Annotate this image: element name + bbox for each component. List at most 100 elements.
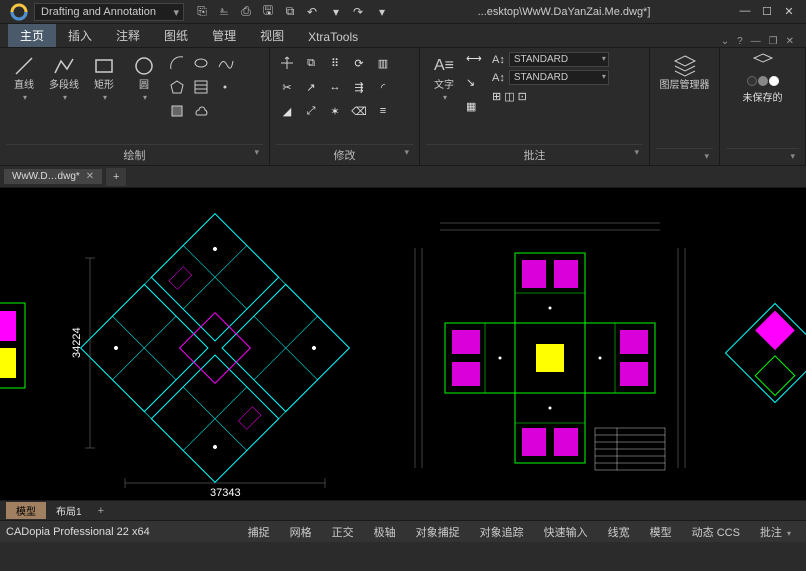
tab-view[interactable]: 视图 — [248, 24, 296, 47]
mirror-button[interactable]: ▥ — [372, 52, 394, 74]
maximize-button[interactable]: ☐ — [760, 5, 774, 18]
tab-manage[interactable]: 管理 — [200, 24, 248, 47]
dimstyle-combo[interactable]: STANDARD — [509, 70, 609, 85]
add-layout-button[interactable]: + — [92, 504, 110, 518]
ribbon-body: 直线 ▾ 多段线 ▾ 矩形 ▾ 圆 ▾ — [0, 48, 806, 166]
qat-redo-icon[interactable]: ↷ — [350, 4, 366, 20]
osnap-toggle[interactable]: 对象捕捉 — [407, 521, 469, 543]
quickinput-toggle[interactable]: 快速输入 — [535, 521, 597, 543]
chevron-down-icon: ▾ — [103, 93, 107, 102]
title-bar: Drafting and Annotation ⎘ ⎁ ⎙ 🖫 ⧉ ↶ ▾ ↷ … — [0, 0, 806, 24]
unsaved-label: 未保存的 — [743, 89, 783, 104]
doc-min-icon[interactable]: — — [751, 36, 761, 47]
revcloud-button[interactable] — [190, 100, 212, 122]
point-button[interactable] — [214, 76, 236, 98]
drawing-canvas[interactable]: 34224 37343 — [0, 188, 806, 500]
rect-button[interactable]: 矩形 ▾ — [86, 52, 122, 104]
document-tab[interactable]: WwW.D…dwg* ✕ — [4, 169, 102, 184]
dim-button[interactable]: ⟷ — [466, 52, 488, 74]
offset-button[interactable]: ⇶ — [348, 76, 370, 98]
trim-button[interactable]: ✂ — [276, 76, 298, 98]
polar-toggle[interactable]: 极轴 — [365, 521, 405, 543]
erase-button[interactable]: ⌫ — [348, 100, 370, 122]
text-button[interactable]: A≡ 文字 ▾ — [426, 52, 462, 104]
panel-overflow-title[interactable] — [726, 148, 799, 165]
add-document-button[interactable]: + — [106, 168, 126, 186]
doc-close-icon[interactable]: ✕ — [786, 36, 794, 47]
region-button[interactable] — [166, 100, 188, 122]
tab-home[interactable]: 主页 — [8, 24, 56, 47]
annoscale-toggle[interactable]: 批注 ▾ — [751, 521, 800, 543]
panel-modify-title[interactable]: 修改 — [276, 144, 413, 165]
qat-undo-icon[interactable]: ↶ — [304, 4, 320, 20]
qat-undo-dropdown-icon[interactable]: ▾ — [328, 4, 344, 20]
qat-saveall-icon[interactable]: 🖫 — [260, 4, 276, 20]
spline-button[interactable] — [214, 52, 236, 74]
move-button[interactable] — [276, 52, 298, 74]
minimize-button[interactable]: — — [738, 5, 752, 18]
snap-toggle[interactable]: 捕捉 — [239, 521, 279, 543]
ann2-button[interactable]: ◫ — [504, 90, 514, 103]
circle-button[interactable]: 圆 ▾ — [126, 52, 162, 104]
qat-save-icon[interactable]: ⎙ — [238, 4, 254, 20]
pattern-button[interactable]: ⠿ — [324, 52, 346, 74]
textstyle-combo[interactable]: STANDARD — [509, 52, 609, 67]
ribbon-opts-icon[interactable]: ? — [737, 36, 743, 47]
ortho-toggle[interactable]: 正交 — [323, 521, 363, 543]
explode-button[interactable]: ✶ — [324, 100, 346, 122]
qat-redo-dropdown-icon[interactable]: ▾ — [374, 4, 390, 20]
tab-sheet[interactable]: 图纸 — [152, 24, 200, 47]
align-button[interactable]: ≡ — [372, 100, 394, 122]
polyline-icon — [52, 54, 76, 78]
dim-vertical: 34224 — [71, 327, 83, 358]
leader-button[interactable]: ↘ — [466, 76, 488, 98]
workspace-combo[interactable]: Drafting and Annotation — [34, 3, 184, 21]
line-label: 直线 — [14, 80, 34, 91]
panel-annotate-title[interactable]: 批注 — [426, 144, 643, 165]
qat-new-icon[interactable]: ⎘ — [194, 4, 210, 20]
tab-insert[interactable]: 插入 — [56, 24, 104, 47]
layout-tab-1[interactable]: 布局1 — [46, 502, 92, 519]
close-tab-icon[interactable]: ✕ — [86, 171, 94, 182]
line-button[interactable]: 直线 ▾ — [6, 52, 42, 104]
qat-open-icon[interactable]: ⎁ — [216, 4, 232, 20]
scale-button[interactable]: ⤢ — [300, 100, 322, 122]
copy-button[interactable]: ⧉ — [300, 52, 322, 74]
grid-toggle[interactable]: 网格 — [281, 521, 321, 543]
layout-tab-model[interactable]: 模型 — [6, 502, 46, 519]
ellipse-button[interactable] — [190, 52, 212, 74]
otrack-toggle[interactable]: 对象追踪 — [471, 521, 533, 543]
qat-print-icon[interactable]: ⧉ — [282, 4, 298, 20]
quick-access-toolbar: ⎘ ⎁ ⎙ 🖫 ⧉ ↶ ▾ ↷ ▾ — [194, 4, 390, 20]
window-title: ...esktop\WwW.DaYanZai.Me.dwg*] — [390, 6, 738, 18]
tab-annotate[interactable]: 注释 — [104, 24, 152, 47]
layerstate-icon[interactable] — [751, 52, 775, 73]
extend-button[interactable]: ↗ — [300, 76, 322, 98]
arc-button[interactable] — [166, 52, 188, 74]
table-button[interactable]: ▦ — [466, 100, 488, 122]
polygon-button[interactable] — [166, 76, 188, 98]
ribbon-help-icon[interactable]: ⌄ — [721, 36, 729, 47]
ann1-button[interactable]: ⊞ — [492, 90, 501, 103]
color-dot-icon — [758, 76, 768, 86]
line-icon — [12, 54, 36, 78]
dimstyle-icon: A↕ — [492, 72, 505, 84]
fillet-button[interactable]: ◜ — [372, 76, 394, 98]
tab-xtratools[interactable]: XtraTools — [296, 27, 370, 47]
doc-restore-icon[interactable]: ❐ — [769, 36, 778, 47]
hatch-button[interactable] — [190, 76, 212, 98]
close-button[interactable]: ✕ — [782, 5, 796, 18]
dynccs-toggle[interactable]: 动态 CCS — [683, 521, 749, 543]
lineweight-toggle[interactable]: 线宽 — [599, 521, 639, 543]
polyline-button[interactable]: 多段线 ▾ — [46, 52, 82, 104]
ann3-button[interactable]: ⊡ — [518, 90, 527, 103]
rotate-button[interactable]: ⟳ — [348, 52, 370, 74]
panel-draw-title[interactable]: 绘制 — [6, 144, 263, 165]
chamfer-button[interactable]: ◢ — [276, 100, 298, 122]
stretch-button[interactable]: ↔ — [324, 76, 346, 98]
rect-label: 矩形 — [94, 80, 114, 91]
model-toggle[interactable]: 模型 — [641, 521, 681, 543]
floorplan-partial-right — [740, 298, 806, 408]
layer-manager-button[interactable]: 图层管理器 — [657, 52, 713, 93]
panel-layer-title[interactable] — [656, 148, 713, 165]
